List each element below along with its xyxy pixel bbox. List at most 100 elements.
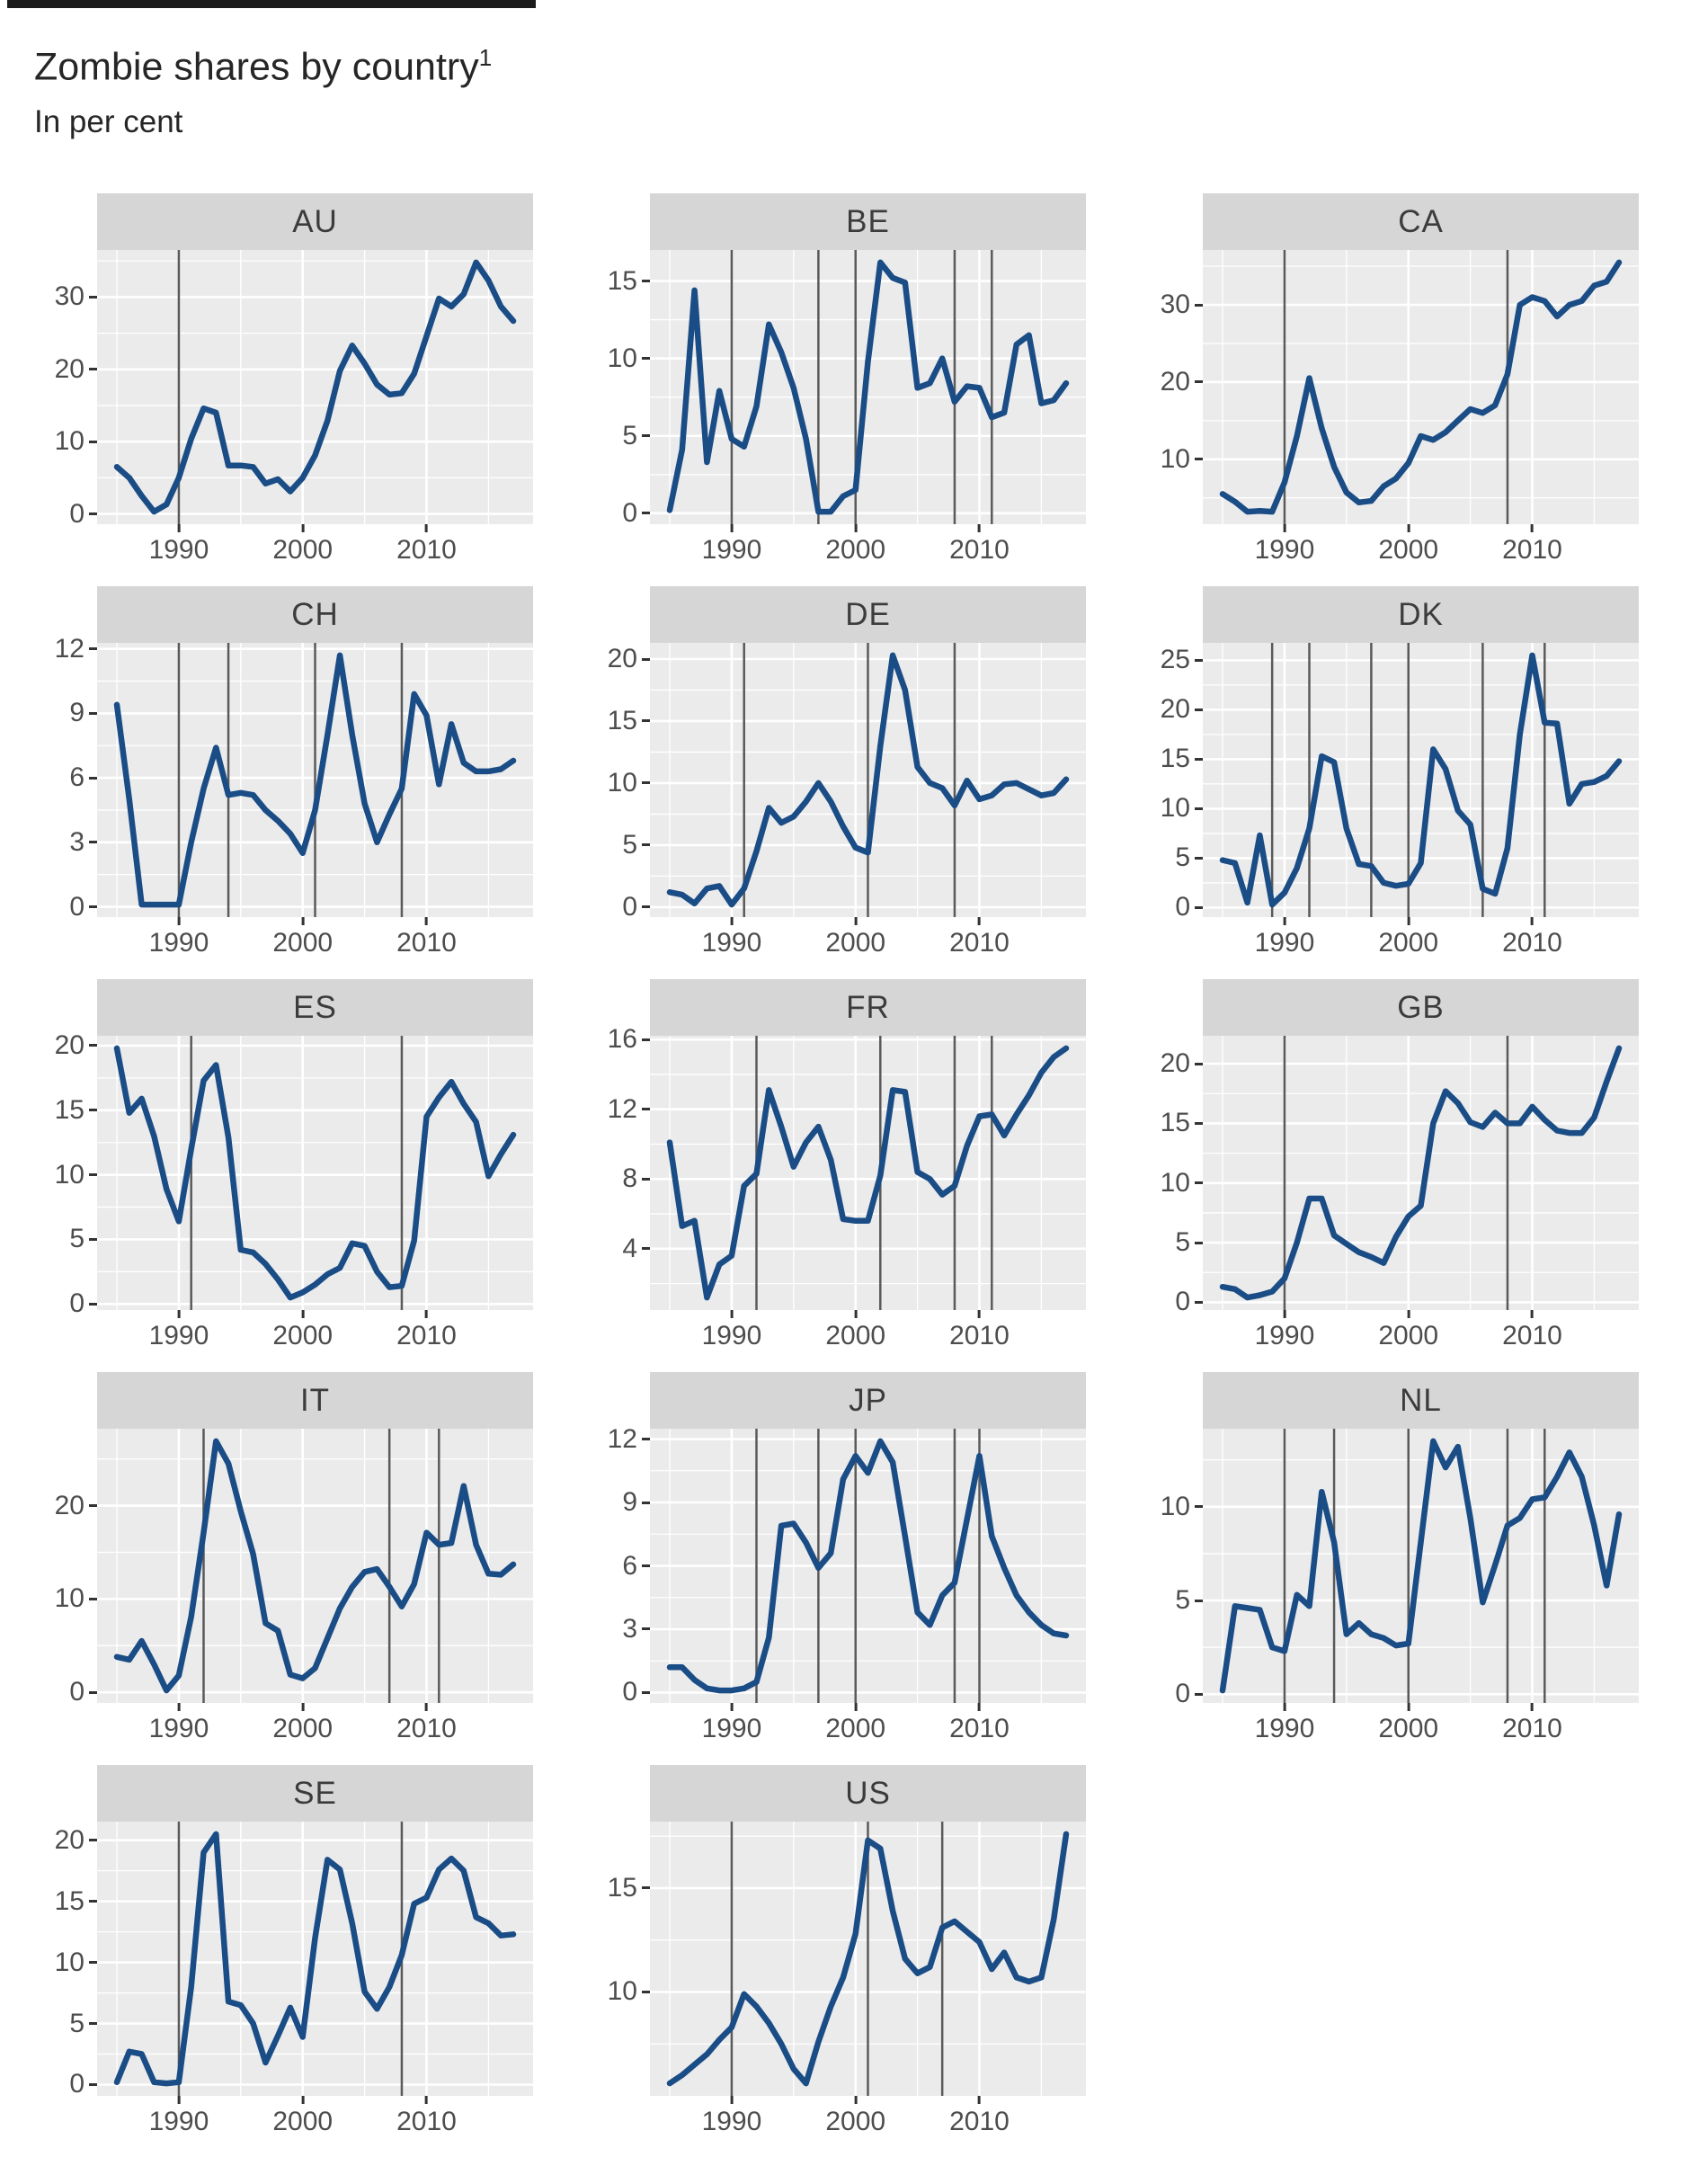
y-axis-labels: 0 5 10 15 [600, 250, 650, 526]
chart-panel-jp: JP 0 3 6 9 12 1990 2000 2010 [600, 1372, 1086, 1751]
y-axis-labels: 0 5 10 15 20 [600, 643, 650, 920]
x-axis-labels: 1990 2000 2010 [97, 917, 533, 966]
x-tick-label: 2010 [396, 917, 457, 958]
y-tick-label: 5 [69, 2010, 97, 2037]
x-axis-labels: 1990 2000 2010 [1203, 1310, 1639, 1359]
x-tick-label: 2000 [1378, 524, 1438, 565]
y-tick-label: 10 [608, 1978, 650, 2005]
x-tick-label: 2010 [1502, 1310, 1562, 1350]
x-axis-labels: 1990 2000 2010 [650, 1310, 1086, 1359]
y-tick-label: 5 [69, 1226, 97, 1252]
x-tick-label: 2000 [825, 2096, 885, 2136]
y-tick-label: 20 [55, 1492, 97, 1520]
y-tick-label: 5 [1175, 844, 1203, 871]
y-tick-label: 10 [1161, 1169, 1203, 1197]
x-tick-label: 1990 [1255, 1310, 1314, 1350]
x-tick-label: 2010 [949, 1310, 1010, 1350]
x-tick-label: 2010 [1502, 917, 1562, 958]
x-tick-label: 2000 [272, 2096, 333, 2136]
y-tick-label: 4 [622, 1234, 650, 1262]
panel-title: ES [97, 979, 533, 1036]
y-tick-label: 5 [622, 422, 650, 450]
plot-area [650, 250, 1086, 524]
x-tick-label: 2010 [396, 1703, 457, 1743]
x-axis-labels: 1990 2000 2010 [650, 2096, 1086, 2144]
panel-title: JP [650, 1372, 1086, 1429]
x-tick-label: 1990 [702, 917, 761, 958]
chart-panel-es: ES 0 5 10 15 20 1990 2000 2010 [48, 979, 533, 1359]
x-tick-label: 2000 [825, 917, 885, 958]
x-axis-labels: 1990 2000 2010 [650, 524, 1086, 573]
x-tick-label: 2010 [396, 524, 457, 565]
y-tick-label: 6 [69, 764, 97, 791]
x-axis-labels: 1990 2000 2010 [650, 1703, 1086, 1751]
plot-area [97, 1429, 533, 1703]
y-axis-labels: 0 5 10 15 20 [48, 1031, 97, 1317]
y-tick-label: 12 [55, 635, 97, 663]
y-axis-labels: 0 5 10 [1153, 1429, 1203, 1707]
y-tick-label: 6 [622, 1552, 650, 1580]
x-tick-label: 2010 [396, 2096, 457, 2136]
x-tick-label: 2010 [1502, 1703, 1562, 1743]
x-tick-label: 1990 [702, 1703, 761, 1743]
x-axis-labels: 1990 2000 2010 [1203, 1703, 1639, 1751]
y-tick-label: 0 [1175, 894, 1203, 921]
y-tick-label: 15 [1161, 745, 1203, 772]
x-tick-label: 2010 [396, 1310, 457, 1350]
y-tick-label: 20 [1161, 1050, 1203, 1077]
y-tick-label: 10 [55, 1585, 97, 1612]
x-axis-labels: 1990 2000 2010 [97, 2096, 533, 2144]
x-tick-label: 2000 [1378, 917, 1438, 958]
panel-title: DE [650, 586, 1086, 643]
y-tick-label: 20 [1161, 696, 1203, 723]
y-tick-label: 3 [69, 828, 97, 856]
x-axis-labels: 1990 2000 2010 [650, 917, 1086, 966]
x-axis-labels: 1990 2000 2010 [1203, 524, 1639, 573]
y-tick-label: 0 [69, 2071, 97, 2098]
x-tick-label: 2000 [825, 1310, 885, 1350]
y-axis-labels: 0 5 10 15 20 [48, 1822, 97, 2098]
chart-panel-nl: NL 0 5 10 1990 2000 2010 [1153, 1372, 1639, 1751]
plot-area [650, 643, 1086, 917]
chart-panel-us: US 10 15 1990 2000 2010 [600, 1765, 1086, 2144]
panel-title: AU [97, 193, 533, 250]
y-tick-label: 20 [55, 1031, 97, 1059]
y-axis-labels: 0 3 6 9 12 [48, 635, 97, 920]
y-tick-label: 20 [1161, 368, 1203, 396]
chart-panel-dk: DK 0 5 10 15 20 25 1990 2000 2010 [1153, 586, 1639, 966]
panel-title: FR [650, 979, 1086, 1036]
plot-area [97, 643, 533, 917]
panel-title: BE [650, 193, 1086, 250]
x-tick-label: 2000 [272, 917, 333, 958]
footnote-marker: 1 [478, 43, 493, 71]
y-tick-label: 12 [608, 1095, 650, 1123]
y-axis-labels: 4 8 12 16 [600, 1026, 650, 1310]
y-tick-label: 20 [608, 646, 650, 673]
y-tick-label: 10 [1161, 445, 1203, 473]
chart-panel-gb: GB 0 5 10 15 20 1990 2000 2010 [1153, 979, 1639, 1359]
x-tick-label: 2000 [1378, 1703, 1438, 1743]
page-title-text: Zombie shares by country [34, 45, 479, 89]
plot-area [97, 250, 533, 524]
y-tick-label: 12 [608, 1425, 650, 1453]
y-tick-label: 0 [622, 1679, 650, 1706]
page-subtitle: In per cent [34, 104, 183, 139]
panel-title: US [650, 1765, 1086, 1822]
x-tick-label: 1990 [1255, 524, 1314, 565]
y-tick-label: 3 [622, 1615, 650, 1643]
x-axis-labels: 1990 2000 2010 [1203, 917, 1639, 966]
y-tick-label: 25 [1161, 646, 1203, 673]
x-tick-label: 1990 [702, 524, 761, 565]
x-axis-labels: 1990 2000 2010 [97, 1310, 533, 1359]
plot-area [1203, 1036, 1639, 1310]
chart-panel-be: BE 0 5 10 15 1990 2000 2010 [600, 193, 1086, 573]
x-tick-label: 1990 [149, 2096, 209, 2136]
x-tick-label: 2010 [1502, 524, 1562, 565]
y-tick-label: 0 [1175, 1680, 1203, 1707]
chart-panel-it: IT 0 10 20 1990 2000 2010 [48, 1372, 533, 1751]
plot-area [650, 1822, 1086, 2096]
panel-title: CH [97, 586, 533, 643]
chart-panel-de: DE 0 5 10 15 20 1990 2000 2010 [600, 586, 1086, 966]
y-tick-label: 8 [622, 1165, 650, 1192]
x-axis-labels: 1990 2000 2010 [97, 1703, 533, 1751]
